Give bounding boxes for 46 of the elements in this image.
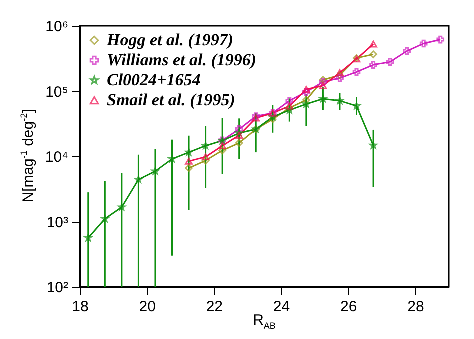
point	[235, 126, 244, 134]
y-tick-label: 10⁵	[46, 84, 68, 101]
point	[386, 58, 394, 66]
x-tick-label: 24	[273, 298, 290, 316]
point	[235, 132, 244, 139]
point	[352, 68, 361, 76]
point	[319, 82, 328, 90]
legend-label: Cl0024+1654	[107, 70, 201, 90]
legend-label: Williams et al. (1996)	[107, 50, 257, 70]
point	[235, 139, 244, 148]
point	[286, 106, 294, 114]
x-tick-label: 18	[72, 298, 89, 316]
point	[370, 40, 378, 48]
y-tick-label: 10³	[46, 214, 68, 232]
x-tick-label: 22	[206, 298, 224, 316]
point	[302, 86, 310, 94]
point	[352, 102, 361, 110]
y-tick-label: 10⁶	[46, 18, 68, 36]
point	[302, 96, 310, 104]
point	[286, 104, 294, 112]
y-tick-label: 10²	[46, 280, 68, 296]
point	[185, 148, 193, 156]
x-tick-label: 28	[408, 298, 424, 316]
point	[336, 74, 344, 82]
point	[403, 47, 411, 56]
point	[286, 102, 294, 110]
point	[319, 78, 328, 86]
point	[302, 88, 310, 96]
x-tick-label: 26	[340, 298, 358, 316]
point	[336, 69, 344, 76]
point	[202, 156, 210, 165]
legend-label: Hogg et al. (1997)	[106, 30, 234, 50]
point	[370, 50, 378, 58]
point	[218, 146, 226, 155]
x-axis-title: R$_{AB}$	[253, 312, 276, 331]
legend-label: Smail et al. (1995)	[107, 90, 236, 110]
point	[185, 158, 193, 165]
point	[185, 164, 193, 172]
point	[436, 36, 445, 44]
point	[370, 61, 378, 69]
point	[202, 154, 210, 161]
y-tick-label: 10⁴	[45, 149, 68, 166]
point	[420, 40, 428, 48]
point	[268, 116, 277, 124]
point	[286, 97, 294, 105]
x-tick-label: 20	[139, 298, 156, 316]
